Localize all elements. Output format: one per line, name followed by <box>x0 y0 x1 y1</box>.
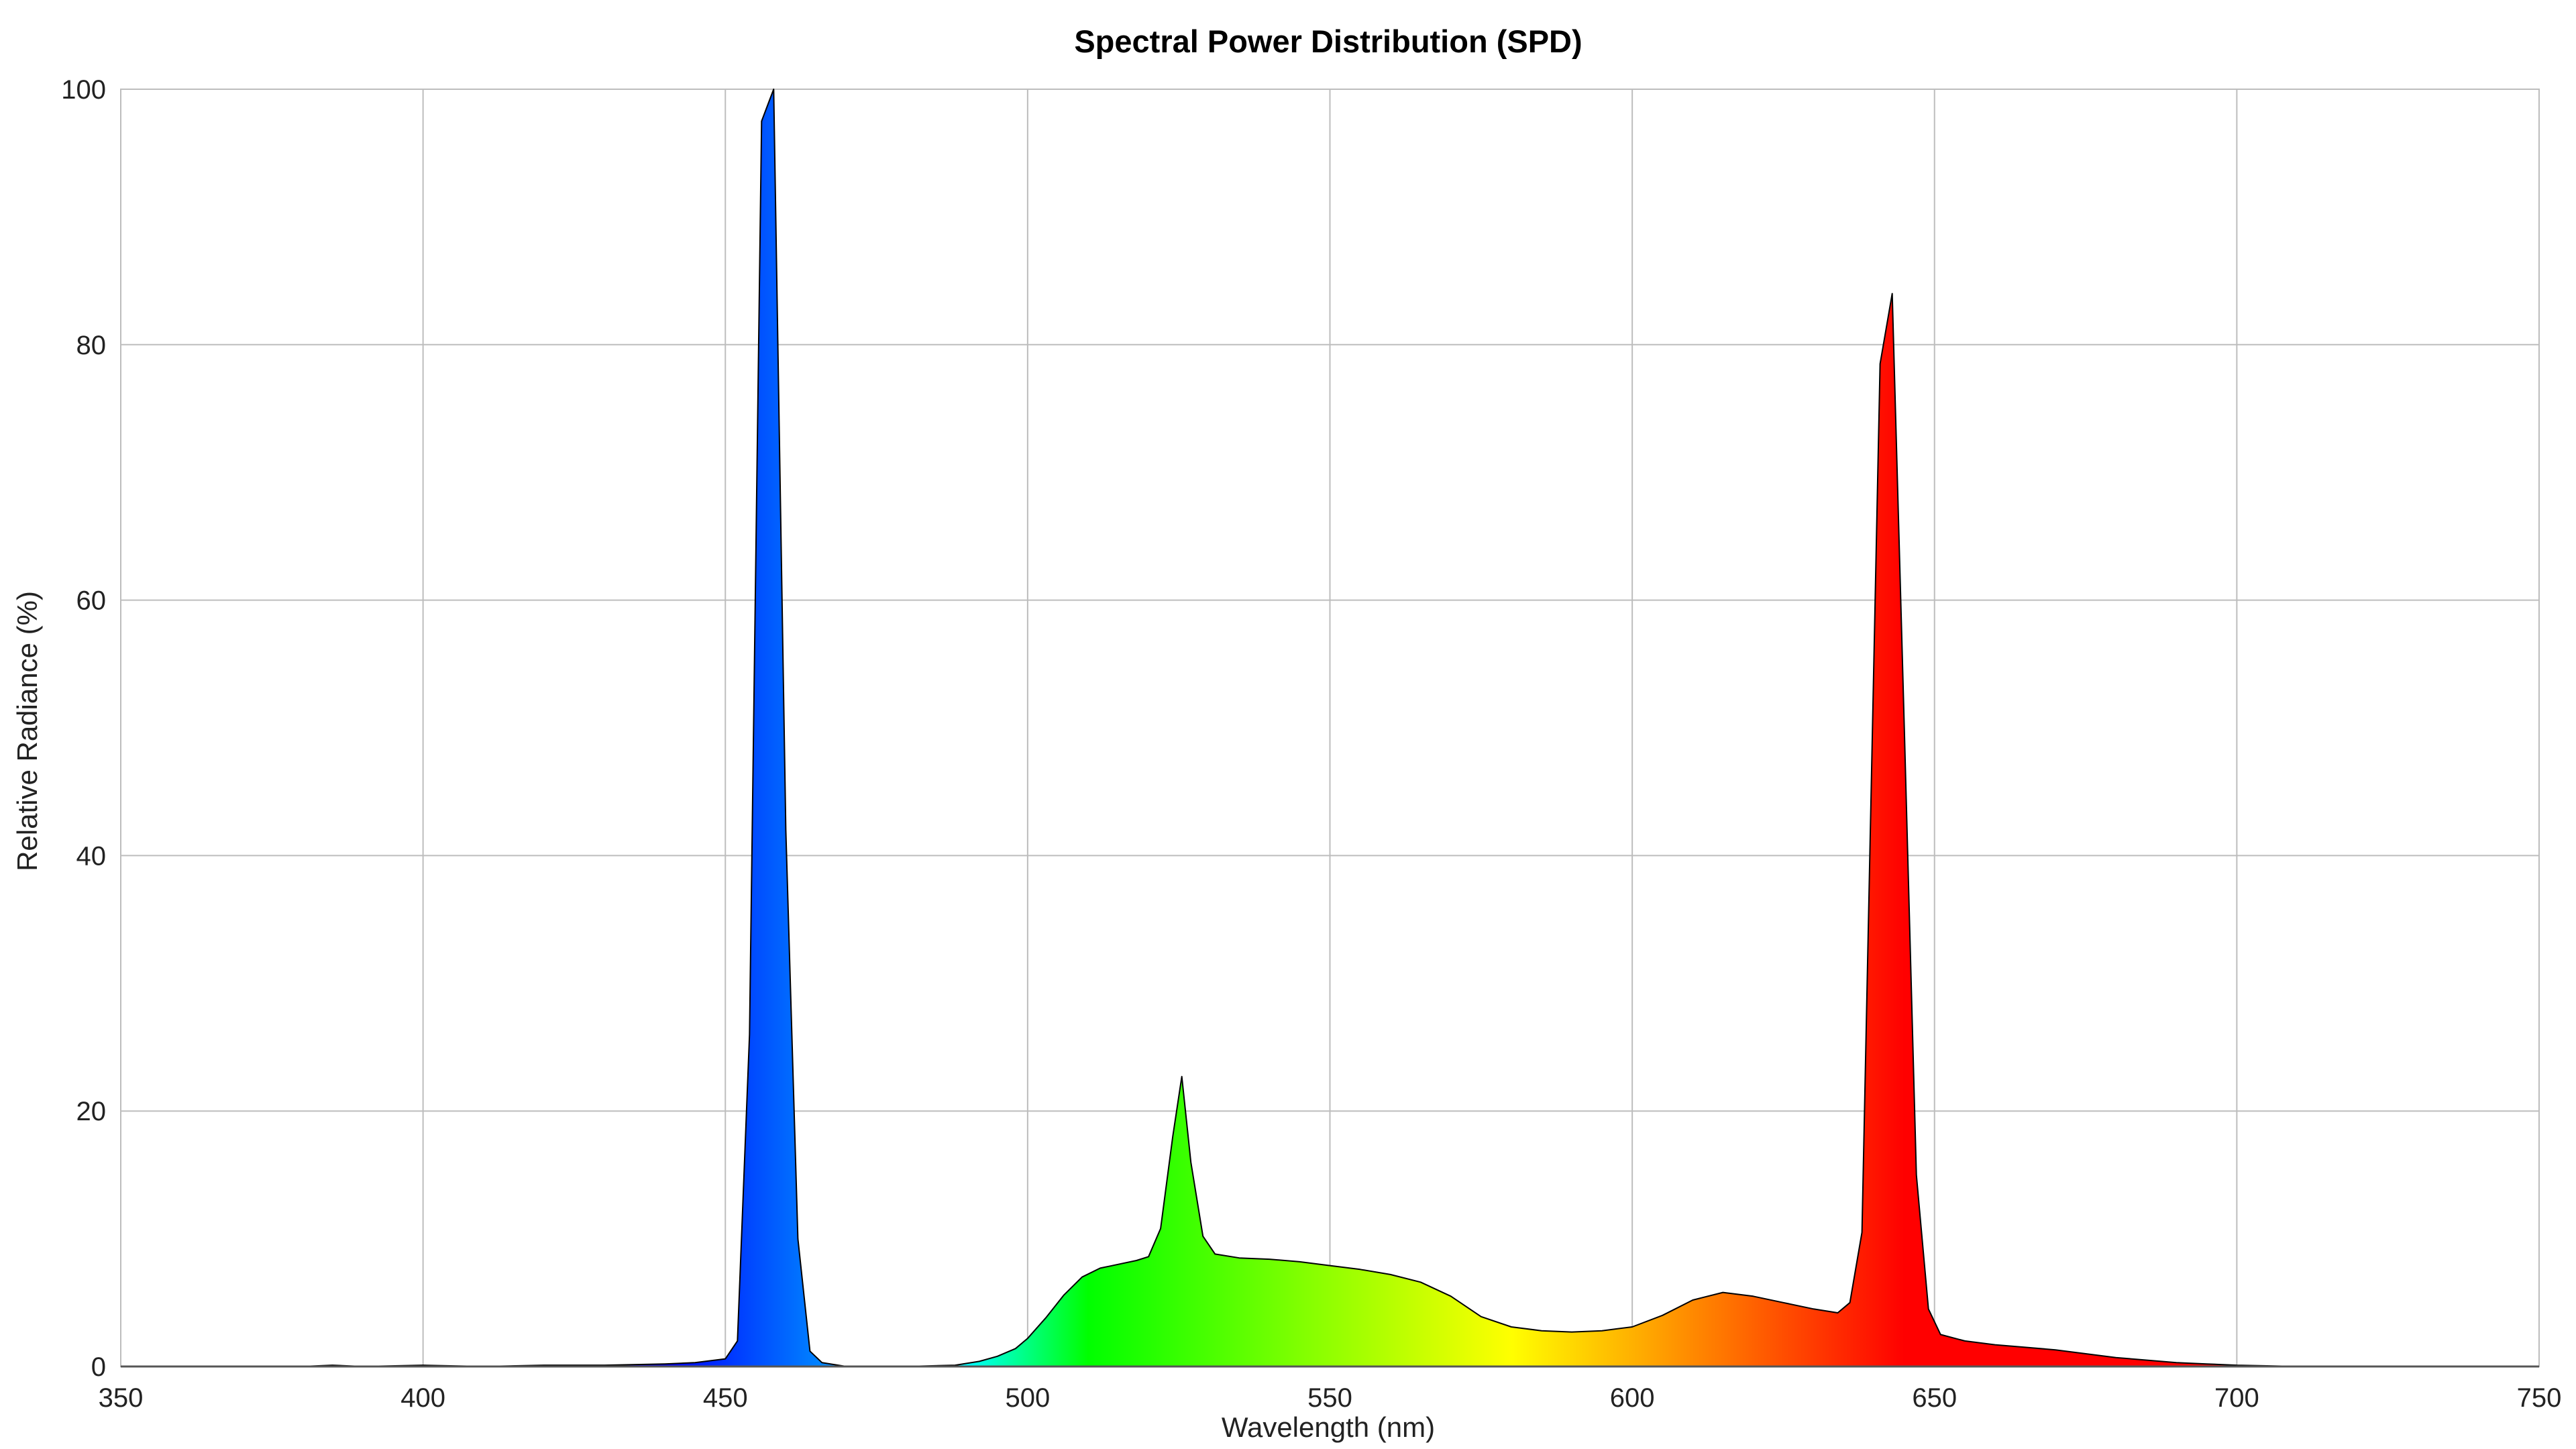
y-tick-label: 60 <box>76 586 107 616</box>
y-tick-label: 100 <box>61 75 106 105</box>
x-axis-ticks: 350 400 450 500 550 600 650 700 750 <box>99 1383 2562 1413</box>
x-tick-label: 650 <box>1912 1383 1957 1413</box>
x-tick-label: 700 <box>2214 1383 2259 1413</box>
x-tick-label: 600 <box>1610 1383 1655 1413</box>
y-axis-ticks: 0 20 40 60 80 100 <box>61 75 106 1382</box>
x-tick-label: 550 <box>1307 1383 1352 1413</box>
y-tick-label: 40 <box>76 841 107 871</box>
y-axis-label: Relative Radiance (%) <box>11 591 43 871</box>
y-tick-label: 20 <box>76 1097 107 1126</box>
x-tick-label: 500 <box>1006 1383 1051 1413</box>
x-tick-label: 750 <box>2517 1383 2562 1413</box>
chart-title: Spectral Power Distribution (SPD) <box>1074 23 1582 59</box>
y-tick-label: 80 <box>76 331 107 360</box>
x-tick-label: 450 <box>703 1383 748 1413</box>
x-tick-label: 400 <box>400 1383 445 1413</box>
y-tick-label: 0 <box>91 1352 106 1382</box>
spd-outline <box>121 89 2539 1367</box>
x-tick-label: 350 <box>99 1383 144 1413</box>
x-axis-label: Wavelength (nm) <box>1222 1411 1435 1443</box>
